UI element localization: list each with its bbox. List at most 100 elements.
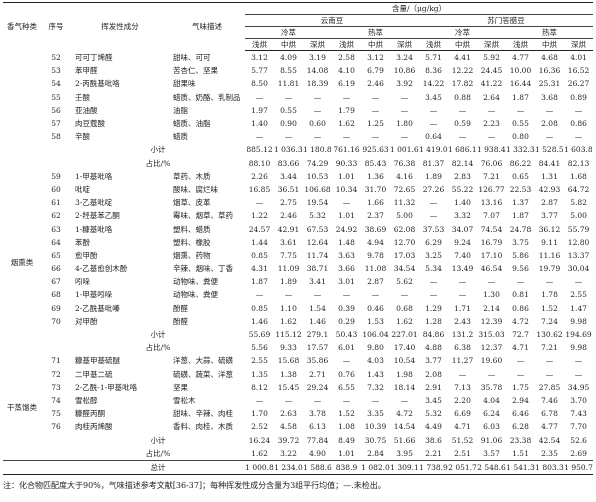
subtotal-row-value: 1 419.08 — [419, 145, 448, 155]
data-row: 62 2-羟基苯乙酮 霉味、烟草、草药 1.22 2.46 5.32 1.01 2.37 5.0… — [3, 209, 593, 222]
odor-description: 辛辣、烟味、丁香 — [173, 264, 233, 274]
roast-header: 中烘 — [274, 38, 303, 51]
odor-description: 洋葱、大蒜、硫磺 — [173, 356, 233, 366]
subtotal-row-label: 小计 — [150, 330, 166, 340]
content-value: — — [313, 105, 322, 115]
content-value: 24.45 — [480, 66, 503, 76]
serial-no: 58 — [51, 132, 61, 142]
content-value: 11.09 — [277, 264, 300, 274]
content-value: 1.89 — [425, 171, 442, 181]
content-value: 24.78 — [509, 224, 532, 234]
content-value: 36.12 — [538, 224, 561, 234]
content-value: 19.54 — [306, 198, 329, 208]
content-value: — — [313, 92, 322, 102]
subtotal-row-value: 8.49 — [338, 435, 355, 445]
content-value: 3.35 — [367, 409, 384, 419]
content-value: 3.66 — [338, 264, 355, 274]
subtotal-row-value: 50.43 — [335, 330, 358, 340]
content-value: 1.43 — [367, 369, 384, 379]
content-value: 14.22 — [422, 79, 445, 89]
content-value: 3.25 — [425, 250, 442, 260]
subtotal-row-value: 761.16 — [333, 145, 360, 155]
content-value: 19.60 — [480, 356, 503, 366]
content-value: 2.83 — [454, 171, 471, 181]
content-value: — — [284, 92, 293, 102]
method-header: 冷萃 — [419, 26, 506, 39]
content-value: 36.51 — [277, 184, 300, 194]
roast-header: 浅烘 — [332, 38, 361, 51]
content-value: — — [429, 277, 438, 287]
content-value: 4.10 — [338, 66, 355, 76]
bean-header: 云南豆 — [245, 14, 419, 27]
content-value: 62.08 — [393, 224, 416, 234]
content-value: 55.22 — [451, 184, 474, 194]
aroma-group: 干蒸馏类 — [7, 402, 37, 412]
content-value: 0.68 — [396, 303, 413, 313]
content-value: 9.56 — [512, 264, 529, 274]
content-value: 0.60 — [309, 119, 326, 129]
content-value: 12.80 — [567, 237, 590, 247]
content-value: — — [342, 92, 351, 102]
subtotal-row-value: 106.04 — [362, 330, 389, 340]
odor-description: 动物味、粪便 — [173, 290, 218, 300]
compound-name: 2-丙酰基吡咯 — [75, 79, 120, 89]
content-value: — — [342, 198, 351, 208]
data-row: 61 3-乙基吡啶 烟草、皮革 — 2.75 19.54 — 1.66 11.32 — 1.40 13… — [3, 196, 593, 209]
total-row-value: 1 000.8 — [245, 459, 274, 476]
odor-description: 酚醛 — [173, 316, 188, 326]
content-value: 16.85 — [248, 184, 271, 194]
share-row-value: 1.62 — [251, 448, 268, 458]
odor-description: 甜果味 — [173, 79, 196, 89]
content-value: 1.22 — [251, 211, 268, 221]
serial-no: 54 — [51, 79, 61, 89]
content-value: 2.91 — [425, 382, 442, 392]
content-value: — — [516, 356, 525, 366]
content-value: 8.36 — [425, 66, 442, 76]
serial-no: 61 — [51, 198, 61, 208]
content-value: 0.55 — [512, 119, 529, 129]
content-value: 2.46 — [280, 211, 297, 221]
odor-description: 烟草、皮革 — [173, 198, 211, 208]
content-value: 4.58 — [280, 422, 297, 432]
content-value: 7.24 — [541, 316, 558, 326]
compound-name: 亚油酸 — [75, 105, 98, 115]
content-value: 0.86 — [512, 303, 529, 313]
content-value: 11.08 — [364, 264, 387, 274]
content-value: 27.85 — [538, 382, 561, 392]
content-value: 4.09 — [280, 53, 297, 63]
share-row-value: 4.71 — [512, 343, 529, 353]
content-value: 42.91 — [277, 224, 300, 234]
data-row: 烟熏类 59 1-甲基吡咯 草药、木质 2.26 3.44 10.53 1.01 1.36 4.1… — [3, 170, 593, 267]
content-value: 4.41 — [454, 53, 471, 63]
data-row: 58 辛酸 蜡质 — — — — — — 0.64 — — 0.80 — — — [3, 130, 593, 143]
content-value: 2.58 — [338, 53, 355, 63]
content-value: 1.87 — [512, 211, 529, 221]
content-value: 2.43 — [454, 316, 471, 326]
content-value: 34.54 — [393, 264, 416, 274]
content-value: 0.90 — [280, 119, 297, 129]
content-value: 10.39 — [364, 422, 387, 432]
content-value: 18.14 — [393, 382, 416, 392]
total-row-value: 1 950.7 — [564, 459, 594, 476]
content-value: 12.39 — [480, 316, 503, 326]
content-value: 0.65 — [512, 171, 529, 181]
share-row: 占比/% 1.62 3.22 4.90 1.01 2.84 3.95 2.21 2.51 3.57… — [3, 447, 593, 461]
data-row: 60 吡啶 酸味、腐烂味 16.85 36.51 106.68 10.34 31.70 72.6… — [3, 183, 593, 196]
content-value: 38.71 — [306, 264, 329, 274]
content-value: 8.50 — [251, 79, 268, 89]
content-value: 34.07 — [451, 224, 474, 234]
content-value: 4.16 — [396, 171, 413, 181]
blank-cell — [41, 157, 71, 170]
content-value: 64.72 — [567, 184, 590, 194]
serial-no: 56 — [51, 105, 61, 115]
odor-description: 蜡质、油脂 — [173, 119, 211, 129]
subtotal-row-value: 77.84 — [306, 435, 329, 445]
content-value: 34.95 — [567, 382, 590, 392]
content-value: 2.94 — [512, 395, 529, 405]
content-value: 4.68 — [541, 53, 558, 63]
content-value: 29.24 — [306, 382, 329, 392]
share-row-label: 占比/% — [145, 343, 171, 353]
share-row-value: 90.33 — [335, 158, 358, 168]
odor-description: 甜味、可可 — [173, 52, 211, 62]
content-value: — — [458, 105, 467, 115]
